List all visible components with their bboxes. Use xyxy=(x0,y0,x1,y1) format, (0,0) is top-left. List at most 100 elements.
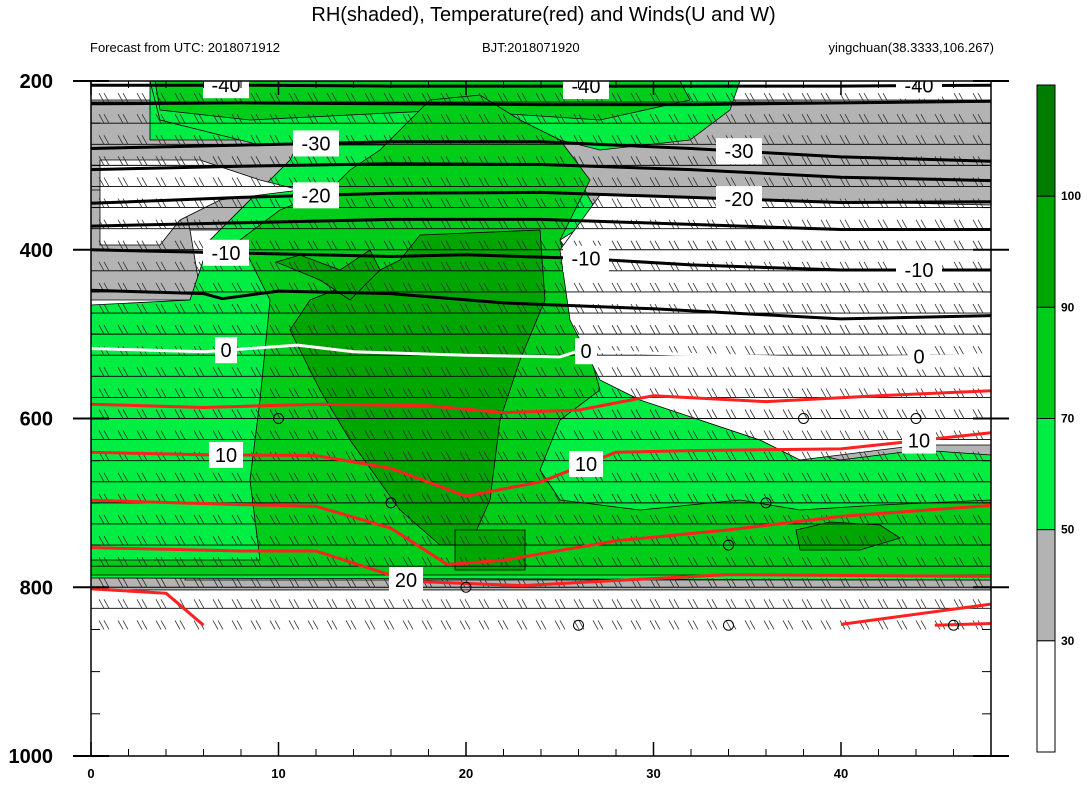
wind-barb xyxy=(801,578,813,588)
wind-barb xyxy=(782,493,794,504)
wind-barb xyxy=(649,92,661,103)
wind-barb xyxy=(934,219,946,229)
wind-barb xyxy=(440,388,452,398)
wind-barb xyxy=(212,430,224,440)
wind-barb xyxy=(212,556,224,567)
wind-barb xyxy=(459,113,471,124)
wind-barb xyxy=(307,472,319,482)
wind-barb xyxy=(611,472,623,482)
colorbar-label: 70 xyxy=(1061,412,1075,426)
wind-barb xyxy=(250,535,262,546)
wind-barb xyxy=(934,324,946,335)
wind-barb xyxy=(193,367,205,377)
wind-barb xyxy=(668,620,680,630)
contour-labels: -40 -40 -40 -30 -30 -20 -20 -10 -10 -10 0 0 0 10 10 10 2… xyxy=(203,81,942,594)
wind-barb xyxy=(934,346,946,356)
wind-barb xyxy=(858,346,870,356)
wind-barb xyxy=(972,303,984,314)
wind-barb xyxy=(364,324,376,335)
wind-barb xyxy=(345,578,357,588)
wind-barb xyxy=(839,282,851,293)
contour-label: -10 xyxy=(572,249,601,271)
wind-barb xyxy=(687,430,699,440)
wind-barb xyxy=(725,493,737,504)
wind-barb xyxy=(364,451,376,461)
wind-barb xyxy=(364,599,376,609)
wind-barb xyxy=(649,430,661,440)
wind-barb xyxy=(896,472,908,482)
wind-barb xyxy=(801,135,813,145)
wind-barb xyxy=(934,282,946,293)
wind-barb xyxy=(345,620,357,630)
wind-barb xyxy=(155,472,167,482)
wind-barb xyxy=(706,388,718,398)
wind-barb xyxy=(383,451,395,461)
wind-barb xyxy=(763,535,775,546)
colorbar-label: 30 xyxy=(1061,634,1075,648)
wind-barb xyxy=(345,388,357,398)
wind-barb xyxy=(516,472,528,482)
wind-barb xyxy=(877,451,889,461)
calm-mark xyxy=(910,413,922,424)
wind-barb xyxy=(915,303,927,314)
wind-barb xyxy=(744,346,756,356)
calm-mark xyxy=(760,497,772,509)
wind-barb xyxy=(421,113,433,124)
wind-barb xyxy=(953,346,965,356)
wind-barb xyxy=(592,493,604,504)
wind-barb xyxy=(915,578,927,588)
wind-barb xyxy=(155,135,167,145)
wind-barb xyxy=(535,599,547,609)
wind-barb xyxy=(421,493,433,504)
wind-barb xyxy=(231,388,243,398)
wind-barb xyxy=(801,346,813,356)
wind-barb xyxy=(763,409,775,419)
wind-barb xyxy=(155,409,167,419)
wind-barb xyxy=(649,198,661,208)
wind-barb xyxy=(440,219,452,229)
wind-barb xyxy=(896,599,908,609)
wind-barb xyxy=(782,346,794,356)
wind-barb xyxy=(250,430,262,440)
wind-barb xyxy=(801,388,813,398)
wind-barb xyxy=(269,514,281,525)
wind-barb xyxy=(478,198,490,208)
wind-barb xyxy=(915,620,927,630)
wind-barb xyxy=(839,451,851,461)
wind-barb xyxy=(554,177,566,187)
wind-barb xyxy=(573,113,585,124)
wind-barb xyxy=(839,556,851,567)
wind-barb xyxy=(250,514,262,525)
wind-barb xyxy=(573,156,585,166)
wind-barb xyxy=(383,514,395,525)
wind-barb xyxy=(231,113,243,124)
contour-label: -30 xyxy=(302,133,331,155)
wind-barb xyxy=(326,388,338,398)
wind-barb xyxy=(117,599,129,609)
wind-barb xyxy=(877,92,889,103)
wind-barb xyxy=(440,303,452,314)
wind-barb xyxy=(725,92,737,103)
wind-barb xyxy=(744,556,756,567)
wind-barb xyxy=(212,472,224,482)
wind-barb xyxy=(858,92,870,103)
wind-barb xyxy=(535,388,547,398)
wind-barb xyxy=(174,240,186,250)
wind-barb xyxy=(573,535,585,546)
wind-barb xyxy=(763,240,775,250)
wind-barb xyxy=(269,472,281,482)
wind-barb xyxy=(193,113,205,124)
wind-barb xyxy=(744,578,756,588)
wind-barb xyxy=(668,367,680,377)
wind-barb xyxy=(801,493,813,504)
wind-barb xyxy=(611,282,623,293)
wind-barb xyxy=(250,367,262,377)
wind-barb xyxy=(345,472,357,482)
x-tick-label: 40 xyxy=(834,766,848,781)
wind-barb xyxy=(402,324,414,335)
wind-barb xyxy=(839,303,851,314)
wind-barb xyxy=(972,324,984,335)
wind-barb xyxy=(820,282,832,293)
